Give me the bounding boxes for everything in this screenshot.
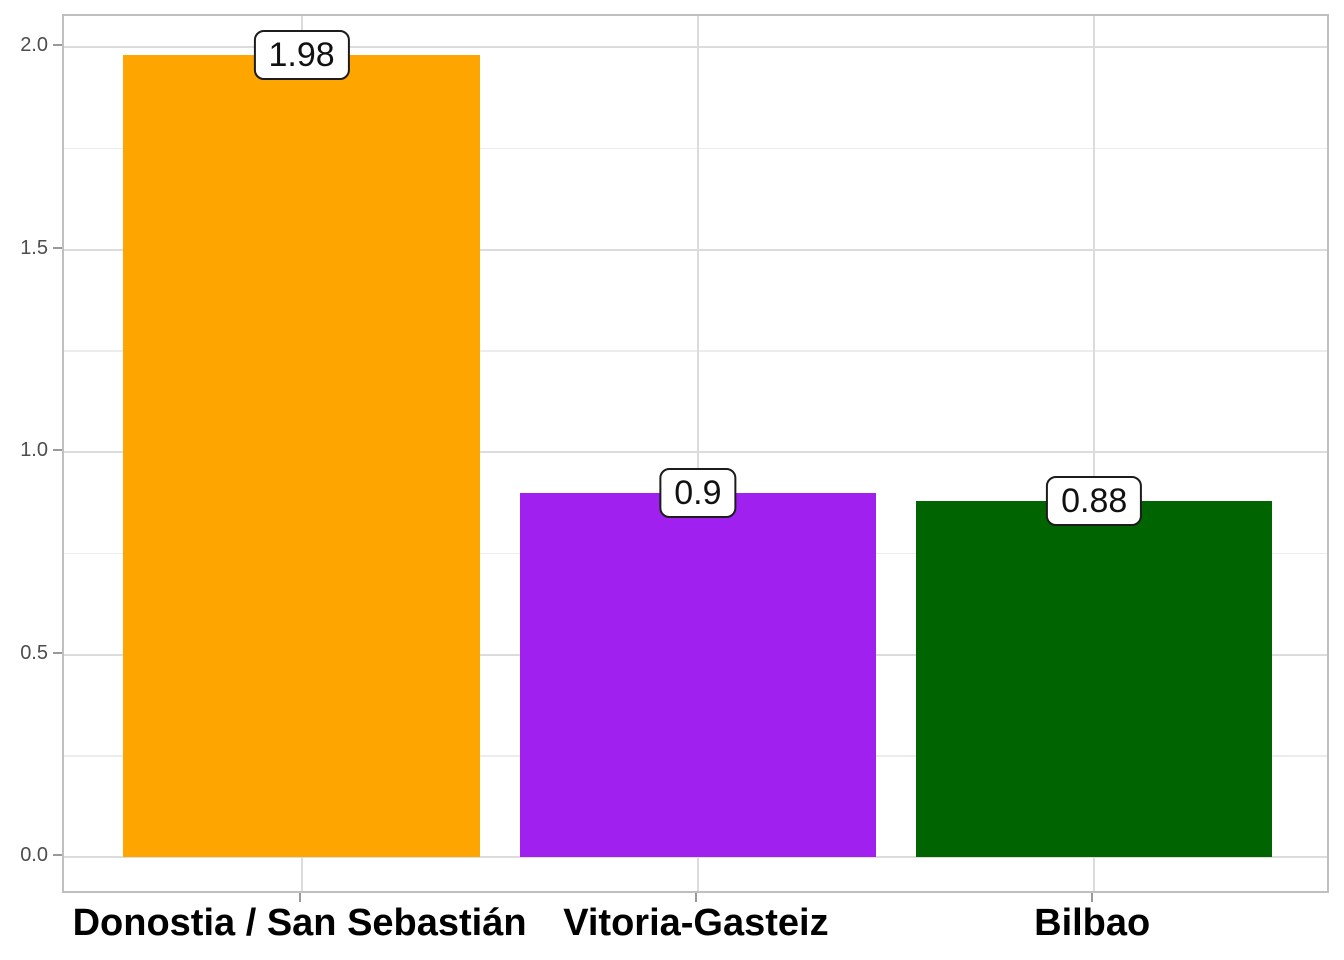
- y-tick-label: 1.5: [20, 236, 48, 259]
- y-axis-tick: [53, 651, 62, 654]
- bar: [123, 55, 480, 857]
- y-tick-label: 1.0: [20, 439, 48, 461]
- gridline-major-horizontal: [64, 856, 1327, 858]
- bar: [916, 500, 1273, 857]
- gridline-minor-horizontal: [64, 147, 1327, 149]
- y-tick-label: 0.5: [20, 641, 48, 664]
- y-axis-tick: [53, 44, 62, 46]
- value-label: 1.98: [253, 30, 350, 81]
- x-axis-tick: [694, 893, 697, 902]
- y-axis-tick: [53, 449, 62, 451]
- x-category-label: Donostia / San Sebastián: [72, 902, 527, 944]
- value-label: 0.9: [659, 467, 737, 518]
- plot-panel: 1.98 0.9 0.88: [62, 14, 1329, 893]
- x-category-label: Vitoria-Gasteiz: [563, 902, 829, 944]
- bar: [519, 492, 877, 857]
- y-tick-label: 2.0: [20, 34, 48, 56]
- gridline-major-vertical: [1093, 16, 1096, 891]
- y-tick-label: 0.0: [20, 844, 48, 866]
- value-label: 0.88: [1046, 475, 1143, 526]
- gridline-major-horizontal: [64, 248, 1327, 251]
- x-category-label: Bilbao: [1034, 902, 1151, 944]
- gridline-major-vertical: [696, 16, 699, 891]
- gridline-minor-horizontal: [64, 350, 1327, 352]
- x-axis-tick: [298, 893, 301, 902]
- x-axis-tick: [1091, 893, 1094, 902]
- y-axis-tick: [53, 246, 62, 249]
- gridline-major-horizontal: [64, 46, 1327, 48]
- y-axis-tick: [53, 854, 62, 856]
- gridline-major-horizontal: [64, 451, 1327, 453]
